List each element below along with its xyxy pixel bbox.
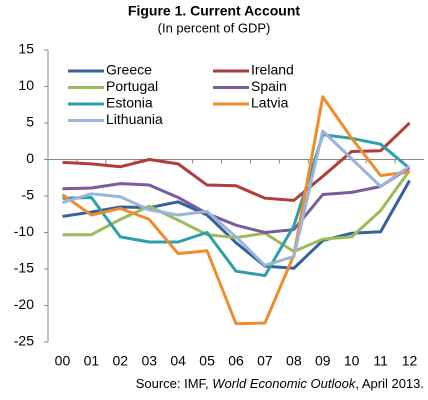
source-text: Source: IMF, xyxy=(136,376,213,391)
source-note: Source: IMF, World Economic Outlook, Apr… xyxy=(136,376,424,391)
series-line xyxy=(61,95,410,326)
source-date: , April 2013. xyxy=(355,376,424,391)
legend-label: Greece xyxy=(106,62,152,78)
x-tick-label: 10 xyxy=(344,353,360,369)
y-tick-label: -25 xyxy=(14,333,34,349)
y-tick-label: -5 xyxy=(22,187,35,203)
series-line xyxy=(62,166,411,234)
legend-label: Estonia xyxy=(106,95,153,111)
legend-label: Lithuania xyxy=(106,111,163,127)
x-tick-label: 11 xyxy=(373,353,388,369)
x-tick-label: 06 xyxy=(228,353,244,369)
x-tick-label: 09 xyxy=(315,353,331,369)
series-line xyxy=(62,129,411,267)
y-tick-label: -15 xyxy=(14,260,34,276)
legend-label: Spain xyxy=(251,78,287,94)
y-tick-label: 15 xyxy=(18,41,34,57)
x-tick-label: 03 xyxy=(141,353,157,369)
source-publication: World Economic Outlook xyxy=(212,376,357,391)
y-tick-label: 10 xyxy=(18,77,34,93)
legend-label: Portugal xyxy=(106,78,158,94)
x-tick-label: 04 xyxy=(170,353,186,369)
legend-label: Latvia xyxy=(251,95,289,111)
legend-label: Ireland xyxy=(251,62,294,78)
chart-title: Figure 1. Current Account xyxy=(128,3,301,19)
x-tick-label: 05 xyxy=(199,353,215,369)
y-tick-label: 5 xyxy=(26,114,34,130)
series-line xyxy=(62,133,411,278)
y-tick-label: -10 xyxy=(14,223,34,239)
x-tick-label: 00 xyxy=(55,353,71,369)
x-tick-label: 01 xyxy=(84,353,100,369)
x-tick-label: 02 xyxy=(113,353,129,369)
x-tick-label: 08 xyxy=(286,353,302,369)
x-tick-label: 12 xyxy=(402,353,418,369)
y-tick-label: -20 xyxy=(14,296,34,312)
y-tick-label: 0 xyxy=(26,150,34,166)
x-tick-label: 07 xyxy=(257,353,273,369)
chart-subtitle: (In percent of GDP) xyxy=(158,20,271,35)
series-line xyxy=(62,121,411,202)
